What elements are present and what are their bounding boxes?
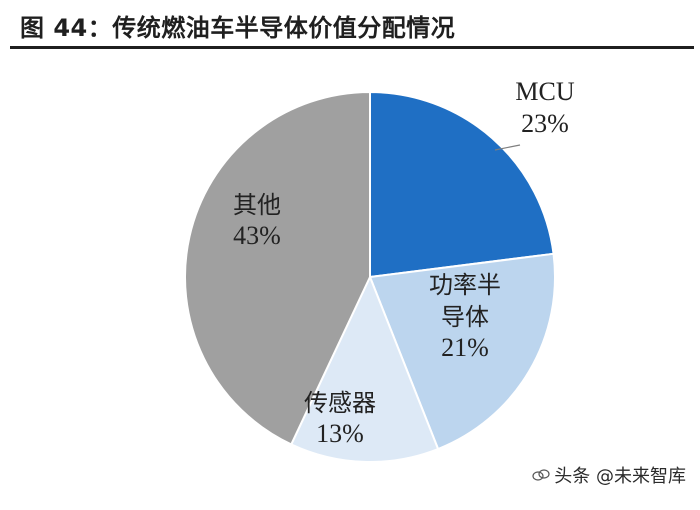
figure-title: 图 44：传统燃油车半导体价值分配情况 (20, 14, 456, 42)
slice-name-label: 导体 (441, 303, 489, 331)
slice-percent-label: 13% (316, 419, 364, 448)
slice-name-label: 传感器 (304, 389, 376, 417)
pie-slice-1 (368, 252, 556, 451)
source-watermark: 头条 @未来智库 (532, 462, 686, 488)
slice-name-label: MCU (515, 77, 574, 106)
leader-line (494, 144, 521, 151)
title-divider (10, 46, 694, 49)
pie-slices (184, 90, 556, 463)
pie-slice-3 (184, 90, 371, 446)
slice-percent-label: 43% (233, 221, 281, 250)
watermark-text: 头条 @未来智库 (554, 466, 686, 487)
watermark-logo-icon (532, 469, 550, 481)
pie-slice-0 (369, 90, 555, 279)
pie-slice-2 (289, 274, 440, 463)
slice-name-label: 功率半 (429, 271, 501, 299)
slice-name-label: 其他 (233, 191, 281, 219)
slice-percent-label: 21% (441, 333, 489, 362)
leader-lines (494, 144, 521, 151)
slice-percent-label: 23% (521, 109, 569, 138)
